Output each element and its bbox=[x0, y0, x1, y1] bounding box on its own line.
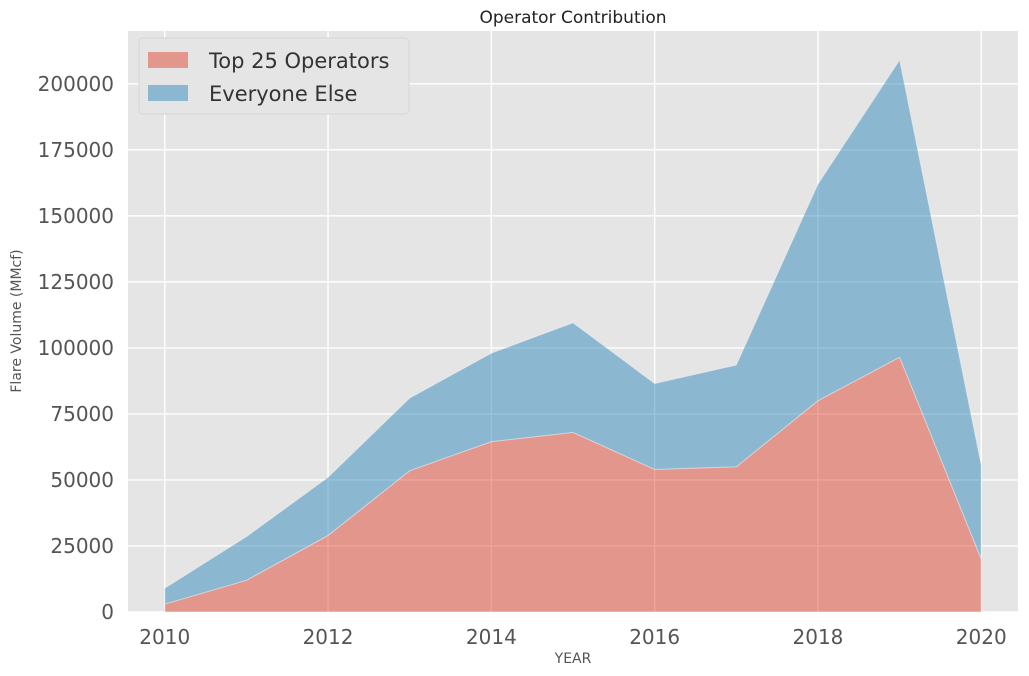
x-tick-label: 2010 bbox=[139, 625, 190, 649]
legend-box bbox=[138, 37, 410, 115]
x-tick-labels: 2010 2012 2014 2016 2018 2020 bbox=[139, 625, 1006, 649]
y-tick-labels: 0 25000 50000 75000 100000 125000 150000 175000… bbox=[38, 72, 114, 624]
y-tick-label: 75000 bbox=[50, 402, 114, 426]
areas bbox=[164, 58, 982, 613]
legend-swatch-top-25-operators bbox=[148, 52, 188, 68]
x-tick-label: 2012 bbox=[303, 625, 354, 649]
legend-label-everyone-else: Everyone Else bbox=[209, 82, 357, 106]
y-tick-label: 175000 bbox=[38, 138, 114, 162]
y-tick-label: 150000 bbox=[38, 204, 114, 228]
y-tick-label: 50000 bbox=[50, 468, 114, 492]
y-axis-label: Flare Volume (MMcf) bbox=[9, 249, 25, 392]
area-everyone-else bbox=[164, 58, 982, 605]
x-tick-label: 2016 bbox=[629, 625, 680, 649]
x-axis-label: YEAR bbox=[554, 651, 592, 667]
y-tick-label: 25000 bbox=[50, 534, 114, 558]
chart-title: Operator Contribution bbox=[479, 8, 666, 28]
legend: Top 25 Operators Everyone Else bbox=[138, 37, 410, 115]
x-tick-label: 2020 bbox=[956, 625, 1007, 649]
y-tick-label: 0 bbox=[101, 600, 114, 624]
y-tick-label: 100000 bbox=[38, 336, 114, 360]
y-tick-label: 125000 bbox=[38, 270, 114, 294]
legend-label-top-25-operators: Top 25 Operators bbox=[208, 49, 389, 73]
y-tick-label: 200000 bbox=[38, 72, 114, 96]
legend-swatch-everyone-else bbox=[148, 85, 188, 101]
x-tick-label: 2014 bbox=[466, 625, 517, 649]
x-tick-label: 2018 bbox=[793, 625, 844, 649]
